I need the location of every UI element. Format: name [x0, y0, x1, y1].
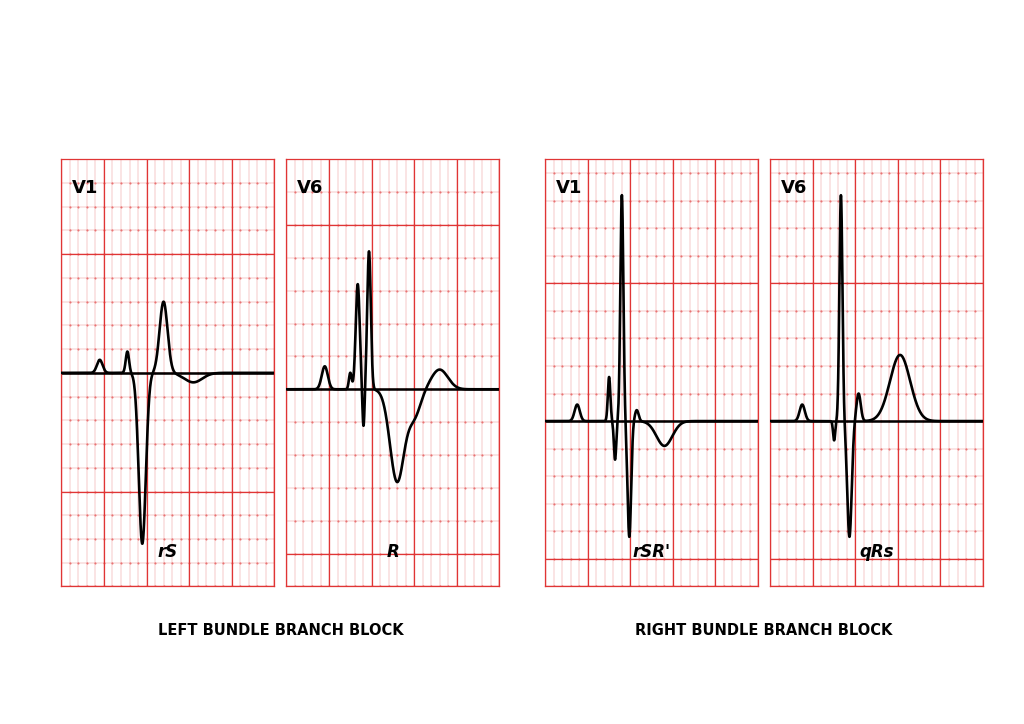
- Text: V6: V6: [781, 179, 807, 196]
- Text: qRs: qRs: [859, 543, 894, 561]
- Text: rS: rS: [158, 543, 178, 561]
- Text: V1: V1: [556, 179, 583, 196]
- Text: V6: V6: [297, 179, 324, 196]
- Text: V1: V1: [72, 179, 98, 196]
- Text: RIGHT BUNDLE BRANCH BLOCK: RIGHT BUNDLE BRANCH BLOCK: [636, 623, 893, 638]
- Text: R: R: [386, 543, 399, 561]
- Text: LEFT BUNDLE BRANCH BLOCK: LEFT BUNDLE BRANCH BLOCK: [158, 623, 403, 638]
- Text: rSR': rSR': [633, 543, 671, 561]
